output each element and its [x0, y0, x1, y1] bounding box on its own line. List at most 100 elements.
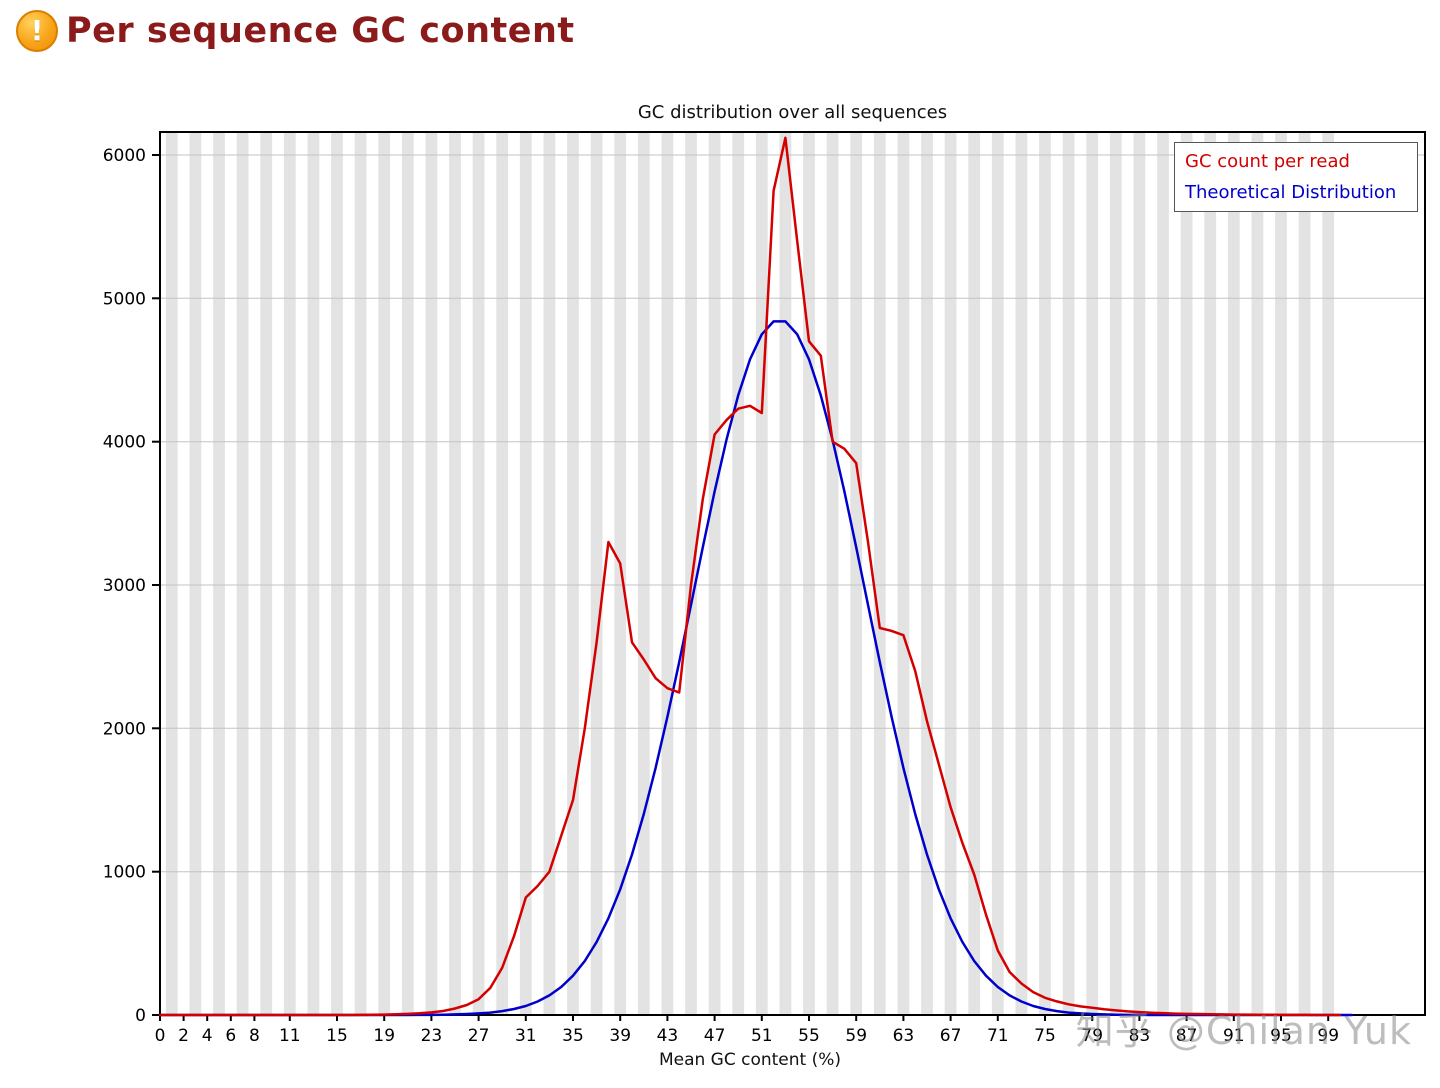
section-header: ! Per sequence GC content	[16, 10, 575, 52]
legend-item-theoretical: Theoretical Distribution	[1185, 182, 1407, 203]
bg-stripe	[1015, 132, 1028, 1015]
x-tick-label: 23	[421, 1026, 443, 1046]
bg-stripe	[260, 132, 273, 1015]
bg-stripe	[519, 132, 532, 1015]
warning-icon-glyph: !	[30, 14, 44, 47]
bg-stripe	[944, 132, 957, 1015]
bg-stripe	[1062, 132, 1075, 1015]
bg-stripe	[331, 132, 343, 1015]
plot-border	[159, 131, 1426, 1016]
x-tick-label: 55	[798, 1026, 820, 1046]
legend-item-gc-count: GC count per read	[1185, 151, 1407, 172]
x-tick-label: 47	[704, 1026, 726, 1046]
bg-stripe	[1322, 132, 1335, 1015]
bg-stripe	[449, 132, 461, 1015]
bg-stripe	[1180, 132, 1193, 1015]
warning-icon: !	[16, 10, 58, 52]
x-tick-label: 6	[225, 1026, 236, 1046]
bg-stripe	[354, 132, 367, 1015]
bg-stripe	[779, 132, 792, 1015]
bg-stripe	[968, 132, 981, 1015]
legend-label-gc-count: GC count per read	[1185, 151, 1350, 172]
bg-stripe	[873, 132, 886, 1015]
y-tick-label: 2000	[103, 719, 146, 739]
x-tick-label: 63	[893, 1026, 915, 1046]
x-tick-label: 43	[657, 1026, 679, 1046]
bg-stripe	[921, 132, 933, 1015]
x-tick-label: 59	[845, 1026, 867, 1046]
x-tick-label: 67	[940, 1026, 962, 1046]
x-tick-label: 35	[562, 1026, 584, 1046]
bg-stripe	[1251, 132, 1264, 1015]
chart-legend: GC count per read Theoretical Distributi…	[1174, 142, 1418, 212]
bg-stripe	[732, 132, 745, 1015]
bg-stripe	[1227, 132, 1240, 1015]
bg-stripe	[590, 132, 603, 1015]
legend-label-theoretical: Theoretical Distribution	[1185, 182, 1397, 203]
x-tick-label: 51	[751, 1026, 773, 1046]
bg-stripe	[685, 132, 697, 1015]
y-tick-label: 0	[135, 1006, 146, 1026]
x-tick-label: 2	[178, 1026, 189, 1046]
y-tick-label: 5000	[103, 289, 146, 309]
x-tick-label: 99	[1317, 1026, 1339, 1046]
bg-stripe	[1133, 132, 1146, 1015]
bg-stripe	[850, 132, 863, 1015]
bg-stripe	[1204, 132, 1217, 1015]
bg-stripe	[165, 132, 178, 1015]
x-tick-label: 31	[515, 1026, 537, 1046]
bg-stripe	[189, 132, 202, 1015]
bg-stripe	[614, 132, 627, 1015]
x-tick-label: 91	[1223, 1026, 1245, 1046]
bg-stripe	[1109, 132, 1122, 1015]
chart-title: GC distribution over all sequences	[637, 102, 948, 123]
bg-stripe	[1275, 132, 1287, 1015]
bg-stripe	[425, 132, 438, 1015]
bg-stripe	[755, 132, 768, 1015]
bg-stripe	[472, 132, 485, 1015]
x-tick-label: 79	[1081, 1026, 1103, 1046]
x-tick-label: 4	[202, 1026, 213, 1046]
x-tick-label: 27	[468, 1026, 490, 1046]
bg-stripe	[991, 132, 1004, 1015]
x-tick-label: 8	[249, 1026, 260, 1046]
x-tick-label: 15	[326, 1026, 348, 1046]
x-tick-label: 87	[1176, 1026, 1198, 1046]
bg-stripe	[803, 132, 815, 1015]
y-tick-label: 1000	[103, 863, 146, 883]
y-tick-label: 4000	[103, 433, 146, 453]
bg-stripe	[897, 132, 910, 1015]
bg-stripe	[708, 132, 721, 1015]
bg-stripe	[1157, 132, 1169, 1015]
x-tick-label: 39	[609, 1026, 631, 1046]
bg-stripe	[401, 132, 414, 1015]
bg-stripe	[307, 132, 320, 1015]
bg-stripe	[1298, 132, 1311, 1015]
x-tick-label: 19	[373, 1026, 395, 1046]
bg-stripe	[1039, 132, 1051, 1015]
x-tick-label: 75	[1034, 1026, 1056, 1046]
x-tick-label: 0	[155, 1026, 166, 1046]
bg-stripe	[826, 132, 839, 1015]
bg-stripe	[236, 132, 249, 1015]
y-tick-label: 3000	[103, 576, 146, 596]
x-tick-label: 83	[1129, 1026, 1151, 1046]
x-axis-label: Mean GC content (%)	[658, 1050, 842, 1070]
bg-stripe	[567, 132, 579, 1015]
bg-stripe	[496, 132, 509, 1015]
bg-stripe	[543, 132, 556, 1015]
bg-stripe	[637, 132, 650, 1015]
x-tick-label: 11	[279, 1026, 301, 1046]
y-tick-label: 6000	[103, 146, 146, 166]
bg-stripe	[213, 132, 225, 1015]
x-tick-label: 95	[1270, 1026, 1292, 1046]
series-line-gc-count-per-read	[158, 136, 1342, 1017]
x-tick-label: 71	[987, 1026, 1009, 1046]
bg-stripe	[1086, 132, 1099, 1015]
page-title: Per sequence GC content	[66, 11, 575, 51]
bg-stripe	[661, 132, 674, 1015]
bg-stripe	[283, 132, 296, 1015]
bg-stripe	[378, 132, 391, 1015]
